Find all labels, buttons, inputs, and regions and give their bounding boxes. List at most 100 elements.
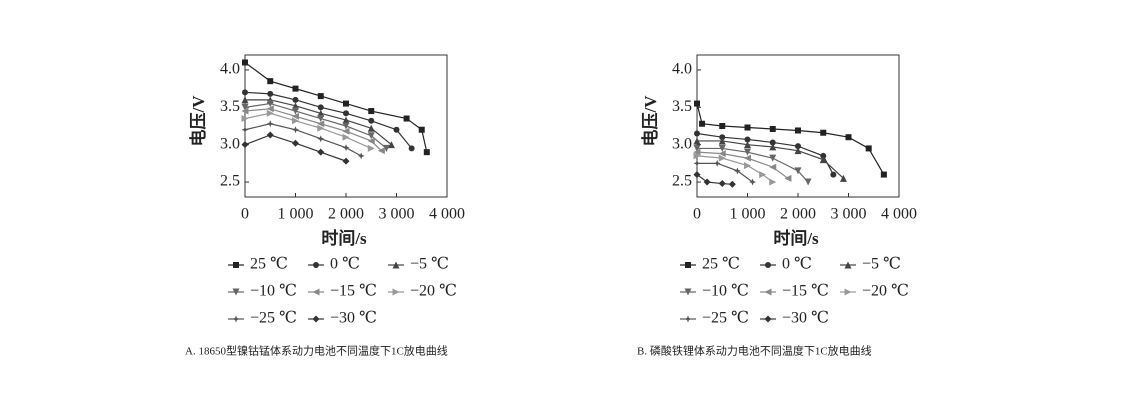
x-tick-label: 2 000 — [780, 206, 816, 223]
marker — [693, 159, 701, 167]
marker — [267, 90, 274, 97]
marker — [794, 147, 802, 155]
series-line — [244, 123, 362, 157]
marker — [693, 152, 701, 160]
series-line — [244, 91, 413, 149]
marker — [377, 147, 385, 155]
marker — [232, 315, 240, 323]
legend-label: 25 ℃ — [702, 256, 740, 273]
marker — [292, 85, 299, 92]
marker — [241, 115, 249, 123]
x-axis-label: 时间/s — [773, 228, 819, 248]
marker — [765, 262, 771, 268]
legend-label: −25 ℃ — [250, 310, 297, 327]
marker — [266, 131, 274, 139]
marker — [844, 288, 852, 296]
marker — [684, 315, 692, 323]
marker — [693, 144, 701, 152]
y-tick-label: 2.5 — [672, 173, 692, 190]
series-line — [696, 132, 834, 175]
y-tick-label: 3.5 — [672, 98, 692, 115]
x-tick-label: 0 — [241, 206, 249, 223]
series-line — [696, 155, 774, 183]
marker — [795, 127, 801, 134]
series-line — [697, 162, 753, 183]
marker — [820, 152, 827, 159]
y-tick-label: 2.5 — [220, 173, 240, 190]
marker — [865, 145, 872, 152]
legend-label: −20 ℃ — [862, 283, 909, 300]
marker — [844, 261, 852, 269]
marker — [733, 167, 741, 175]
legend-label: −15 ℃ — [782, 283, 829, 300]
marker — [292, 126, 299, 134]
marker — [241, 141, 249, 149]
marker — [292, 117, 299, 125]
marker — [744, 148, 751, 156]
y-tick-label: 3.0 — [672, 135, 692, 152]
marker — [292, 107, 299, 115]
marker — [749, 178, 757, 186]
marker — [769, 178, 777, 186]
marker — [387, 141, 395, 149]
marker — [784, 174, 792, 182]
x-tick-label: 3 000 — [379, 206, 415, 223]
series-line — [697, 147, 809, 183]
marker — [764, 288, 772, 296]
marker — [233, 262, 239, 268]
marker — [718, 180, 726, 188]
marker — [845, 134, 852, 141]
marker — [342, 144, 350, 152]
marker — [744, 154, 751, 162]
marker — [312, 315, 320, 323]
marker — [718, 154, 726, 162]
x-tick-label: 4 000 — [881, 206, 917, 223]
series-line — [696, 174, 733, 185]
marker — [820, 129, 827, 136]
marker — [759, 171, 767, 179]
marker — [685, 262, 691, 268]
x-tick-label: 1 000 — [730, 206, 766, 223]
legend-label: −5 ℃ — [410, 256, 449, 273]
marker — [718, 150, 726, 158]
marker — [266, 100, 274, 108]
marker — [242, 89, 248, 96]
x-tick-label: 3 000 — [831, 206, 867, 223]
marker — [382, 144, 390, 152]
x-tick-label: 4 000 — [429, 206, 465, 223]
marker — [241, 126, 249, 134]
legend-label: −30 ℃ — [782, 310, 829, 327]
marker — [317, 115, 325, 123]
x-tick-label: 1 000 — [278, 206, 314, 223]
marker — [317, 93, 324, 100]
marker — [719, 123, 726, 129]
marker — [267, 78, 274, 85]
legend-label: −10 ℃ — [250, 283, 297, 300]
marker — [769, 154, 777, 162]
x-tick-label: 2 000 — [328, 206, 364, 223]
marker — [292, 139, 299, 147]
marker — [292, 112, 299, 120]
caption: B. 磷酸铁锂体系动力电池不同温度下1C放电曲线 — [637, 344, 872, 358]
legend-label: −5 ℃ — [862, 256, 901, 273]
marker — [241, 96, 249, 104]
marker — [317, 124, 325, 132]
marker — [713, 159, 721, 167]
marker — [794, 167, 802, 175]
y-axis-label: 电压/V — [640, 95, 660, 147]
marker — [317, 135, 325, 143]
marker — [242, 59, 248, 66]
marker — [418, 126, 425, 133]
marker — [744, 141, 751, 149]
marker — [880, 171, 887, 178]
marker — [317, 120, 325, 128]
marker — [312, 288, 320, 296]
marker — [684, 288, 692, 296]
marker — [367, 144, 375, 152]
x-axis-label: 时间/s — [321, 228, 367, 248]
marker — [693, 137, 701, 145]
marker — [313, 262, 319, 268]
marker — [769, 125, 776, 132]
